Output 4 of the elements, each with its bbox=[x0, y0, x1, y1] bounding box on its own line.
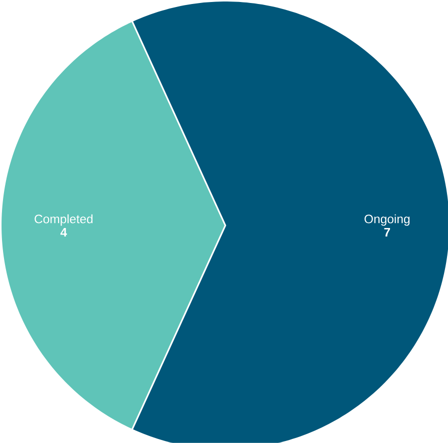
data-label: 7 bbox=[384, 228, 390, 237]
slice-label: Ongoing bbox=[364, 214, 410, 226]
data-label: 4 bbox=[60, 228, 68, 237]
slice-label: Completed bbox=[34, 214, 92, 226]
